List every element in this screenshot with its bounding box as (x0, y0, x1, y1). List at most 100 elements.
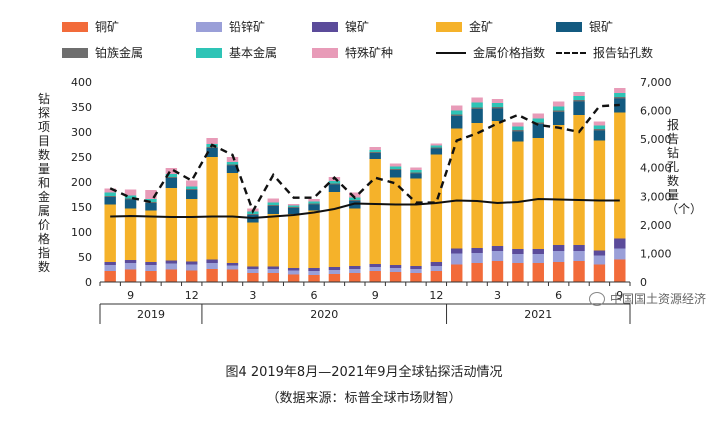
bar-segment (206, 259, 218, 263)
legend-label: 银矿 (589, 20, 614, 34)
bar-segment (308, 271, 320, 275)
right-tick-label: 3,000 (640, 190, 672, 203)
bar-segment (124, 263, 137, 270)
bar-segment (206, 263, 218, 269)
bar-segment (532, 138, 544, 249)
bar-segment (226, 173, 239, 263)
figure-caption-title: 图4 2019年8月—2021年9月全球钻探活动情况 (225, 365, 503, 380)
bar-segment (287, 205, 300, 207)
bar-segment (104, 204, 116, 262)
bar-segment (471, 97, 483, 103)
bar-segment (471, 123, 483, 248)
legend-label: 基本金属 (229, 46, 278, 60)
bar-segment (369, 267, 381, 271)
bar-segment (552, 112, 565, 125)
bar-segment (267, 266, 279, 269)
left-tick-label: 0 (85, 276, 92, 289)
bar-segment (410, 178, 422, 266)
x-tick-label: 9 (616, 289, 623, 302)
bar-segment (287, 208, 300, 214)
bar-segment (471, 253, 483, 263)
bar-segment (614, 112, 626, 239)
bar-segment (267, 198, 279, 203)
legend-swatch (312, 21, 338, 32)
bar-segment (573, 92, 585, 96)
legend-item: 镍矿 (312, 18, 369, 35)
bar-segment (593, 250, 606, 256)
bar-segment (369, 152, 381, 153)
bar-segment (165, 260, 178, 264)
left-tick-label: 200 (71, 176, 92, 189)
bar-segment (186, 270, 198, 282)
bar-segment (247, 269, 259, 273)
bar-segment (287, 268, 300, 271)
bar-segment (593, 125, 606, 129)
bar-segment (349, 200, 361, 201)
bar-segment (267, 269, 279, 273)
bar-segment (165, 188, 178, 261)
left-tick-label: 300 (71, 126, 92, 139)
bar-segment (389, 169, 402, 170)
bar-segment (349, 266, 361, 269)
bar-segment (614, 88, 626, 93)
bar-segment (573, 251, 585, 261)
legend-item: 铂族金属 (62, 44, 143, 61)
bar-segment (267, 205, 279, 206)
left-tick-label: 350 (71, 101, 92, 114)
bar-segment (349, 208, 361, 266)
x-tick-label: 6 (555, 289, 562, 302)
bar-segment (512, 126, 524, 130)
bar-segment (552, 125, 565, 245)
bar-segment (532, 122, 544, 124)
bar-segment (573, 101, 585, 115)
chart-plot: 0 50 100 150 200 250 300 350 400 0 1,000 2,000 3,000… (71, 76, 672, 324)
bar-segment (328, 192, 341, 267)
bar-segment (267, 202, 279, 205)
bar-segment (471, 248, 483, 253)
bar-segment (349, 192, 361, 198)
bar-segment (267, 273, 279, 282)
x-tick-label: 12 (429, 289, 443, 302)
bar-segment (552, 101, 565, 107)
bar-segment (410, 266, 422, 269)
bar-segment (226, 162, 239, 165)
bar-segment (308, 275, 320, 282)
bar-segment (389, 170, 402, 178)
bar-segment (308, 201, 320, 204)
bar-segment (573, 261, 585, 282)
bar-segment (206, 147, 218, 148)
bar-segment (471, 109, 483, 123)
legend-label: 金属价格指数 (473, 46, 546, 60)
bar-segment (308, 199, 320, 202)
bar-segment (226, 269, 239, 282)
bar-segment (145, 202, 157, 203)
legend-label: 铜矿 (95, 20, 120, 34)
bar-segment (145, 210, 157, 262)
bar-segment (328, 267, 341, 270)
bar-segment (512, 249, 524, 254)
bar-segment (328, 274, 341, 282)
watermark: 中国国土资源经济 (588, 290, 706, 307)
bar-segment (593, 121, 606, 126)
bar-segment (512, 141, 524, 249)
bar-segment (104, 196, 116, 197)
bar-segment (410, 170, 422, 173)
bar-segment (328, 184, 341, 192)
bar-segment (206, 138, 218, 144)
metal-price-line (110, 197, 620, 220)
bar-segment (349, 273, 361, 282)
bar-segment (247, 266, 259, 269)
bar-segment (124, 269, 137, 282)
bar-segment (369, 271, 381, 282)
bar-segment (430, 266, 443, 271)
bar-segment (532, 263, 544, 282)
x-tick-label: 6 (311, 289, 318, 302)
bar-segment (369, 150, 381, 152)
legend-item: 特殊矿种 (312, 44, 393, 61)
bar-segment (247, 273, 259, 282)
bar-segment (145, 199, 157, 202)
bar-segment (512, 131, 524, 142)
bar-segment (451, 105, 463, 111)
x-tick-label: 3 (249, 289, 256, 302)
legend-item: 金矿 (436, 18, 493, 35)
